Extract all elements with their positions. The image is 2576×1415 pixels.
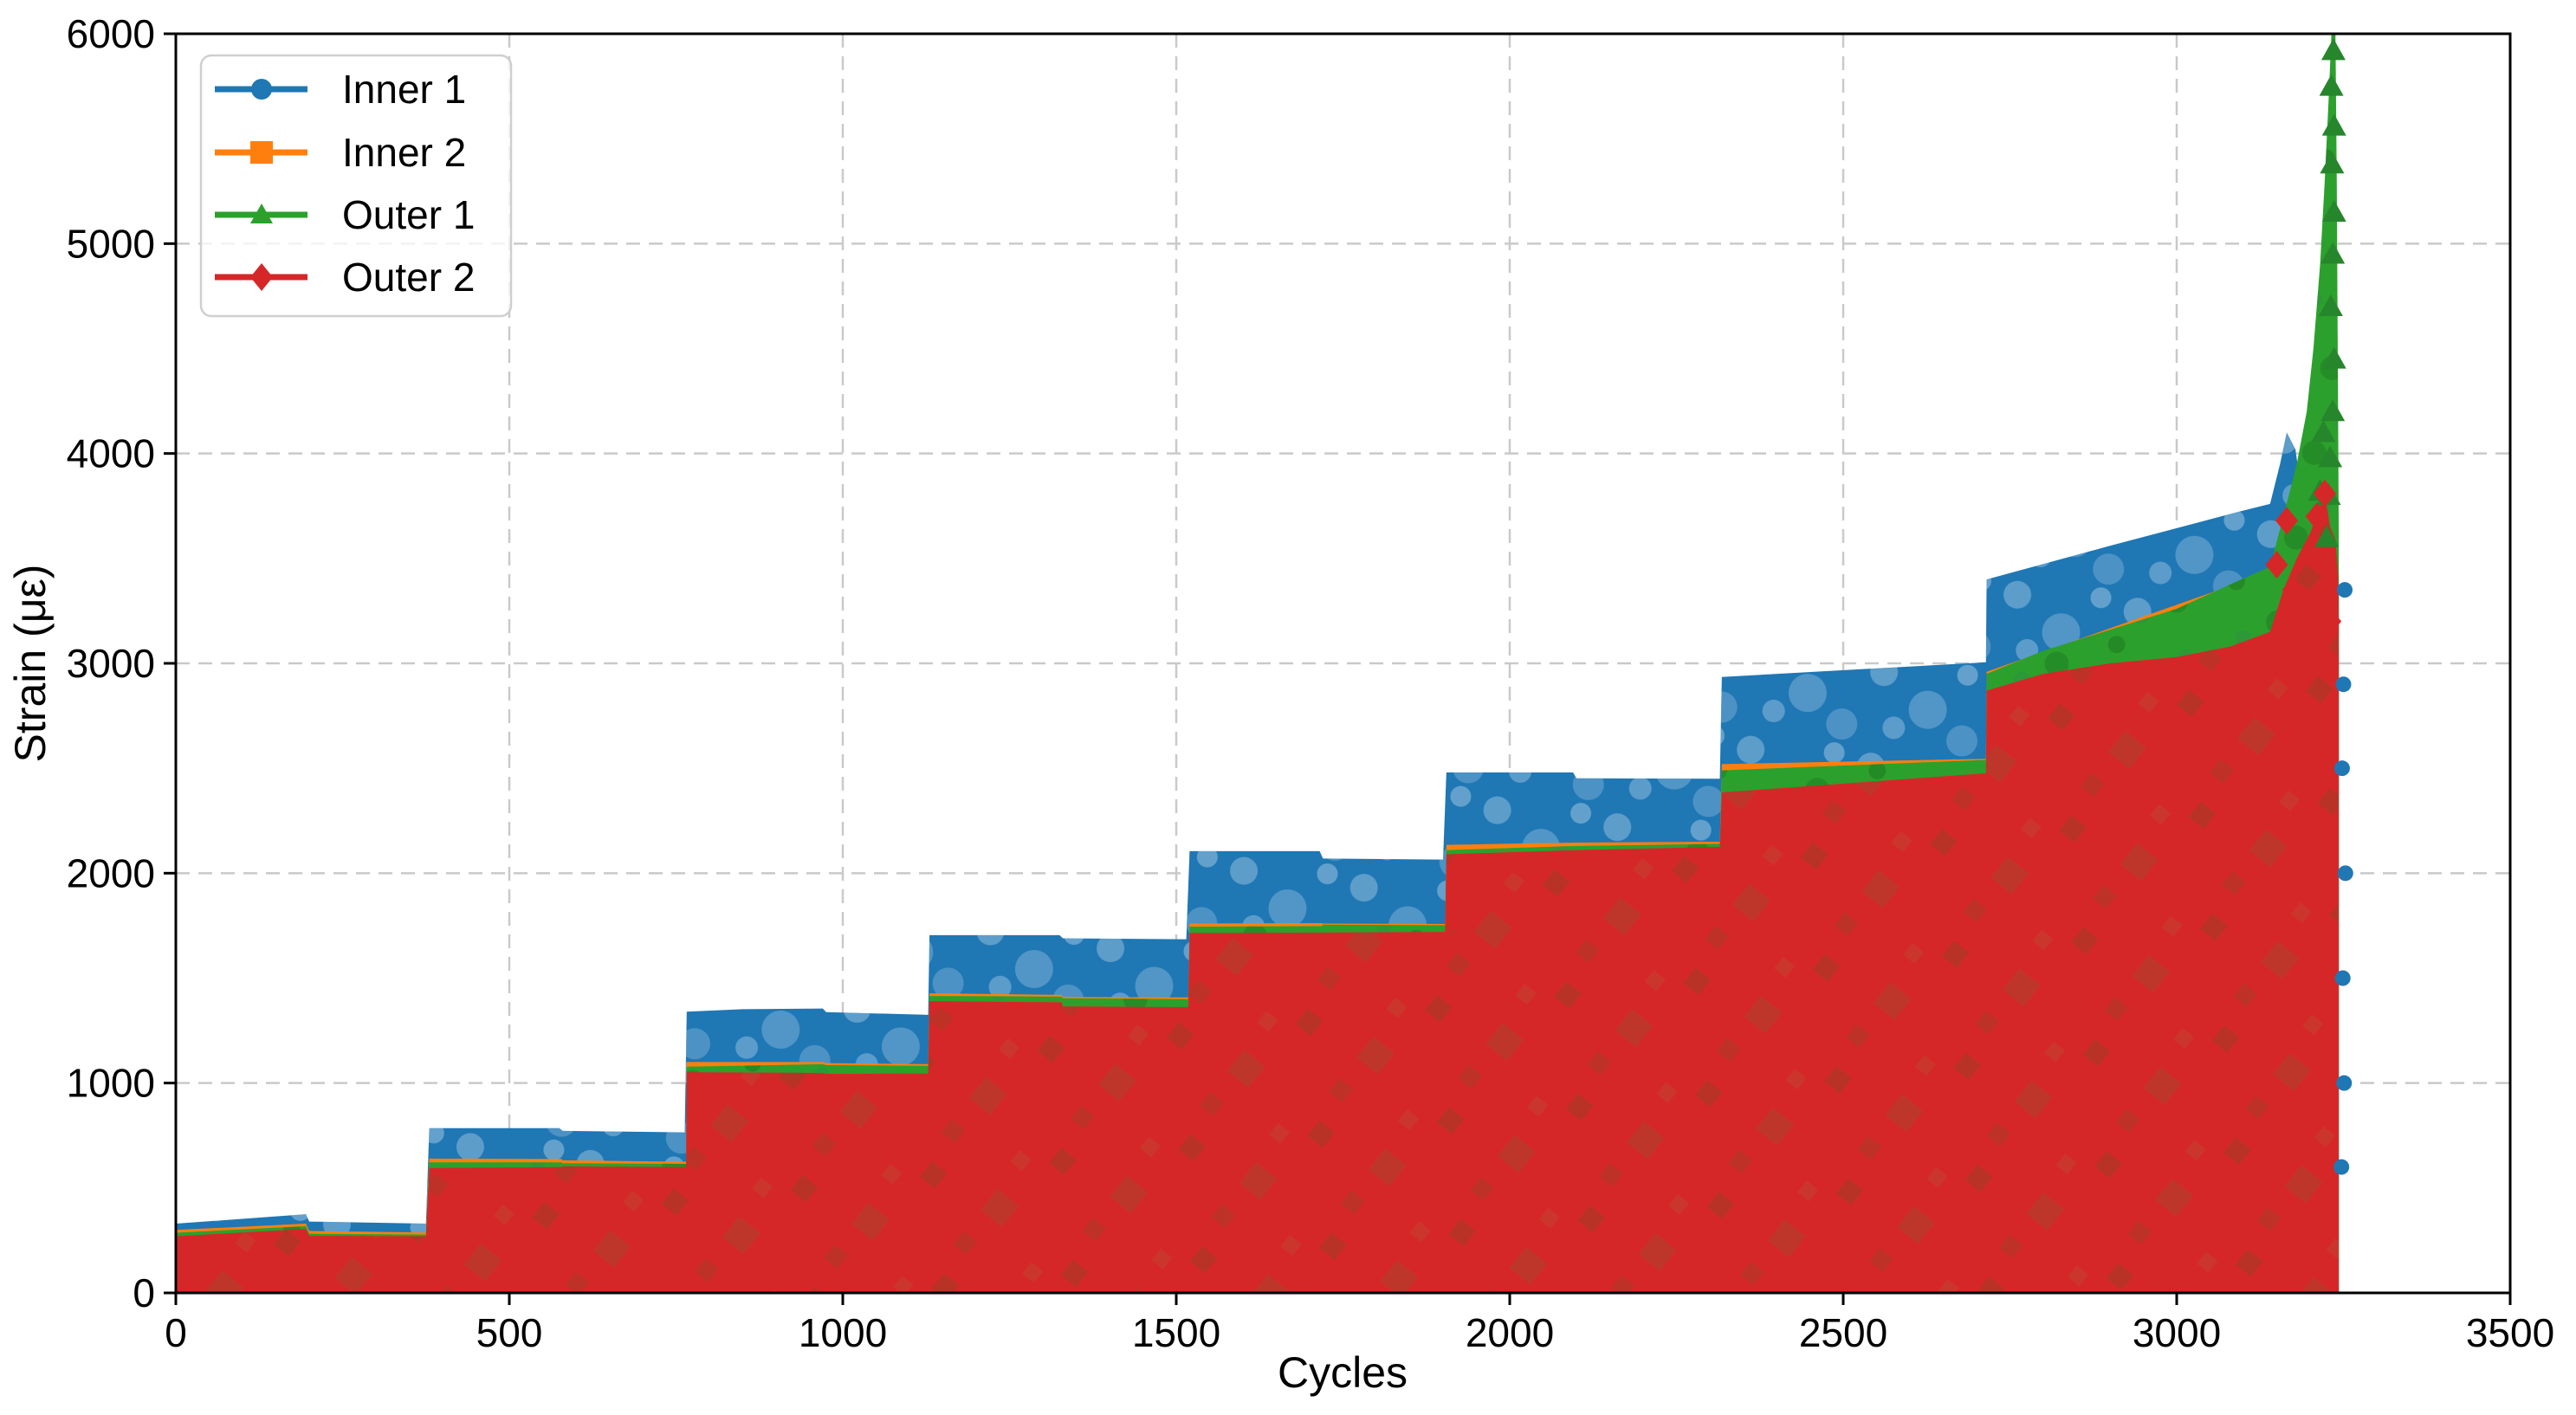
y-tick-label-1000: 1000 [67, 1061, 155, 1106]
legend-diamond-icon [250, 263, 273, 291]
y-tick-label-2000: 2000 [67, 850, 155, 895]
outer1-triangle-marker [2314, 525, 2340, 547]
tick-labels: 0 500 1000 1500 2000 2500 3000 3500 0 1000 2000 300… [67, 11, 2555, 1355]
outer1-triangle-marker [2320, 399, 2346, 422]
legend-item-label: Outer 1 [342, 192, 475, 237]
x-tick-label-0: 0 [165, 1310, 187, 1355]
outer2-diamond-marker [2305, 502, 2328, 531]
x-tick-label-3000: 3000 [2133, 1310, 2221, 1355]
inner1-circle-marker [2337, 865, 2353, 882]
outer1-triangle-marker [2320, 152, 2345, 174]
series-texture-outer-2 [176, 493, 2340, 1293]
x-tick-label-2000: 2000 [1466, 1310, 1554, 1355]
series-areas [176, 34, 2340, 1293]
y-tick-label-0: 0 [133, 1270, 155, 1315]
outer1-triangle-marker [2318, 445, 2343, 468]
outer2-diamond-marker [2313, 479, 2336, 507]
legend-item-label: Outer 2 [342, 255, 475, 300]
outer2-diamond-marker [2295, 586, 2319, 615]
outer2-diamond-marker [2265, 551, 2288, 579]
legend-box [199, 54, 513, 318]
inner1-circle-marker [2336, 1075, 2353, 1091]
outer1-triangle-marker [2321, 346, 2346, 369]
x-tick-label-3500: 3500 [2466, 1310, 2554, 1355]
tick-marks [164, 32, 2512, 1305]
x-axis-label: Cycles [1278, 1348, 1408, 1397]
legend-item-label: Inner 2 [342, 130, 466, 175]
legend-item-inner-2: Inner 2 [215, 130, 466, 175]
outer1-triangle-marker [2320, 242, 2346, 264]
outer1-triangle-marker [2319, 74, 2344, 96]
x-tick-label-500: 500 [476, 1310, 543, 1355]
legend-square-icon [250, 141, 273, 164]
outer1-triangle-marker [2321, 113, 2346, 136]
inner1-circle-marker [2333, 760, 2350, 777]
failure-markers [2265, 38, 2353, 1175]
legend-triangle-icon [250, 204, 273, 223]
y-tick-label-6000: 6000 [67, 11, 155, 56]
legend-item-outer-2: Outer 2 [215, 255, 475, 300]
y-tick-label-3000: 3000 [67, 641, 155, 686]
outer1-triangle-marker [2311, 420, 2336, 443]
inner1-circle-marker [2334, 970, 2351, 986]
legend-circle-icon [251, 79, 272, 100]
inner1-circle-marker [2337, 582, 2353, 598]
inner1-circle-marker [2335, 676, 2352, 693]
x-tick-label-1000: 1000 [799, 1310, 887, 1355]
legend-item-label: Inner 1 [342, 67, 466, 112]
outer1-triangle-marker [2320, 38, 2346, 61]
y-tick-label-5000: 5000 [67, 221, 155, 266]
x-tick-label-1500: 1500 [1132, 1310, 1220, 1355]
outer1-triangle-marker [2318, 294, 2343, 317]
outer2-diamond-marker [2275, 507, 2299, 535]
outer2-diamond-marker [2319, 607, 2342, 636]
y-axis-label: Strain (με) [6, 565, 55, 763]
y-tick-label-4000: 4000 [67, 431, 155, 476]
outer1-triangle-marker [2321, 199, 2346, 222]
legend-item-inner-1: Inner 1 [215, 67, 466, 112]
legend-item-outer-1: Outer 1 [215, 192, 475, 237]
legend: Inner 1 Inner 2 Outer 1 Outer 2 [199, 54, 513, 318]
inner1-circle-marker [2333, 1159, 2350, 1175]
x-tick-label-2500: 2500 [1799, 1310, 1887, 1355]
